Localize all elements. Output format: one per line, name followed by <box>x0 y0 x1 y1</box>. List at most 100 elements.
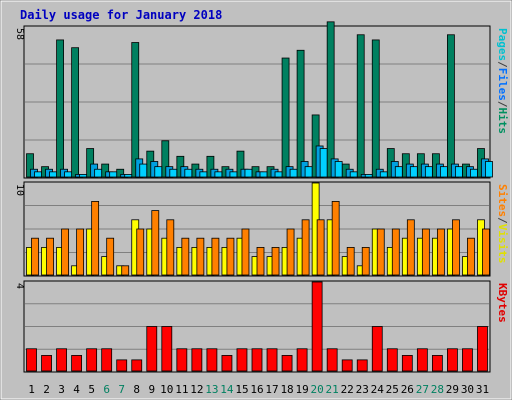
bar-kbytes-day-27 <box>416 348 428 372</box>
bar-pages-day-7 <box>124 174 133 178</box>
panel-hits-files-pages: 58 Pages/Files/Hits <box>14 21 509 179</box>
legend-entry: Sites <box>496 184 509 217</box>
bar-pages-day-10 <box>169 168 178 178</box>
bar-sites-day-12 <box>196 237 205 276</box>
bar-sites-day-8 <box>136 228 145 276</box>
x-tick-label-day-26: 26 <box>401 383 414 396</box>
bar-sites-day-19 <box>301 219 310 276</box>
x-tick-label-day-7: 7 <box>118 383 125 396</box>
bar-hits-day-15 <box>236 150 245 178</box>
bar-pages-day-23 <box>364 174 373 178</box>
bar-sites-day-27 <box>421 228 430 276</box>
bar-hits-day-10 <box>161 140 170 178</box>
bar-sites-day-17 <box>271 246 280 276</box>
x-axis: 1 2 3 4 5 6 7 8 9 10 11 12 13 14 15 16 17 18 19 20 21 22 23 24 2… <box>28 383 489 396</box>
bar-kbytes-day-14 <box>221 355 233 372</box>
bar-sites-day-2 <box>46 237 54 276</box>
bar-hits-day-1 <box>26 153 34 178</box>
x-tick-label-day-25: 25 <box>386 383 399 396</box>
bar-hits-day-18 <box>281 57 290 178</box>
bar-sites-day-5 <box>91 200 100 276</box>
bar-kbytes-day-26 <box>401 355 413 372</box>
bar-kbytes-day-8 <box>131 359 143 372</box>
bar-sites-day-6 <box>106 237 115 276</box>
bar-hits-day-21 <box>326 21 335 178</box>
legend-entry: / <box>496 101 509 108</box>
legend-entry: / <box>496 61 509 68</box>
bar-pages-day-16 <box>259 171 268 178</box>
bar-pages-day-30 <box>470 168 478 178</box>
bar-pages-day-12 <box>199 171 208 178</box>
bar-kbytes-day-25 <box>386 348 398 372</box>
bar-sites-day-7 <box>121 265 130 276</box>
bar-kbytes-day-4 <box>71 355 83 372</box>
x-tick-label-day-14: 14 <box>220 383 234 396</box>
bar-pages-day-20 <box>319 148 328 178</box>
x-tick-label-day-12: 12 <box>190 383 203 396</box>
x-tick-label-day-22: 22 <box>341 383 354 396</box>
bar-hits-day-29 <box>447 34 455 178</box>
bar-kbytes-day-29 <box>447 348 458 372</box>
bar-kbytes-day-12 <box>191 348 203 372</box>
bar-hits-day-5 <box>86 148 95 178</box>
legend-entry: Hits <box>496 108 509 135</box>
bar-kbytes-day-2 <box>41 355 52 372</box>
bar-hits-day-8 <box>131 42 140 178</box>
bar-pages-day-17 <box>274 171 283 178</box>
bar-pages-day-13 <box>214 171 223 178</box>
x-tick-label-day-11: 11 <box>175 383 188 396</box>
bar-pages-day-27 <box>424 166 433 178</box>
bar-pages-day-5 <box>94 168 103 178</box>
bar-kbytes-day-16 <box>251 348 263 372</box>
bar-hits-day-13 <box>206 155 215 178</box>
bar-kbytes-day-21 <box>326 348 338 372</box>
bar-kbytes-day-9 <box>146 326 158 372</box>
bar-kbytes-day-13 <box>206 348 218 372</box>
x-tick-label-day-24: 24 <box>371 383 385 396</box>
y-max-label: 58 <box>14 28 25 40</box>
bar-sites-day-30 <box>467 237 475 276</box>
bar-sites-day-11 <box>181 237 190 276</box>
bar-kbytes-day-6 <box>101 348 113 372</box>
x-tick-label-day-1: 1 <box>28 383 35 396</box>
x-tick-label-day-31: 31 <box>476 383 489 396</box>
x-tick-label-day-29: 29 <box>446 383 459 396</box>
bar-kbytes-day-10 <box>161 326 173 372</box>
legend-entry: Visits <box>496 224 509 264</box>
x-tick-label-day-23: 23 <box>356 383 369 396</box>
panel-visits-sites: 10 Sites/Visits <box>14 181 509 277</box>
bar-sites-day-26 <box>406 219 415 276</box>
bar-sites-day-21 <box>331 200 340 276</box>
bar-kbytes-day-30 <box>462 348 473 372</box>
bar-pages-day-9 <box>154 166 163 178</box>
legend-visits-sites: Sites/Visits <box>496 184 509 264</box>
legend-kbytes: KBytes <box>496 283 509 323</box>
bar-sites-day-14 <box>226 237 235 276</box>
chart-title: Daily usage for January 2018 <box>20 8 222 22</box>
bar-pages-day-24 <box>379 171 388 178</box>
bar-kbytes-day-28 <box>431 355 443 372</box>
bar-sites-day-25 <box>391 228 400 276</box>
legend-entry: Pages <box>496 28 509 61</box>
bar-pages-day-2 <box>49 171 57 178</box>
bar-pages-day-29 <box>455 166 463 178</box>
bar-hits-day-23 <box>356 34 365 178</box>
legend-hits-files-pages: Pages/Files/Hits <box>496 28 509 134</box>
x-tick-label-day-13: 13 <box>205 383 218 396</box>
x-tick-label-day-8: 8 <box>133 383 140 396</box>
bar-hits-day-3 <box>56 39 64 178</box>
legend-entry: KBytes <box>496 283 509 323</box>
bar-kbytes-day-23 <box>356 359 368 372</box>
x-tick-label-day-2: 2 <box>43 383 50 396</box>
bar-kbytes-day-3 <box>56 348 67 372</box>
bar-pages-day-11 <box>184 168 193 178</box>
x-tick-label-day-18: 18 <box>280 383 293 396</box>
bar-kbytes-day-5 <box>86 348 98 372</box>
bar-kbytes-day-22 <box>341 359 353 372</box>
bar-kbytes-day-20 <box>311 281 323 372</box>
x-tick-label-day-3: 3 <box>58 383 65 396</box>
bar-kbytes-day-19 <box>296 348 308 372</box>
bar-kbytes-day-7 <box>116 359 128 372</box>
